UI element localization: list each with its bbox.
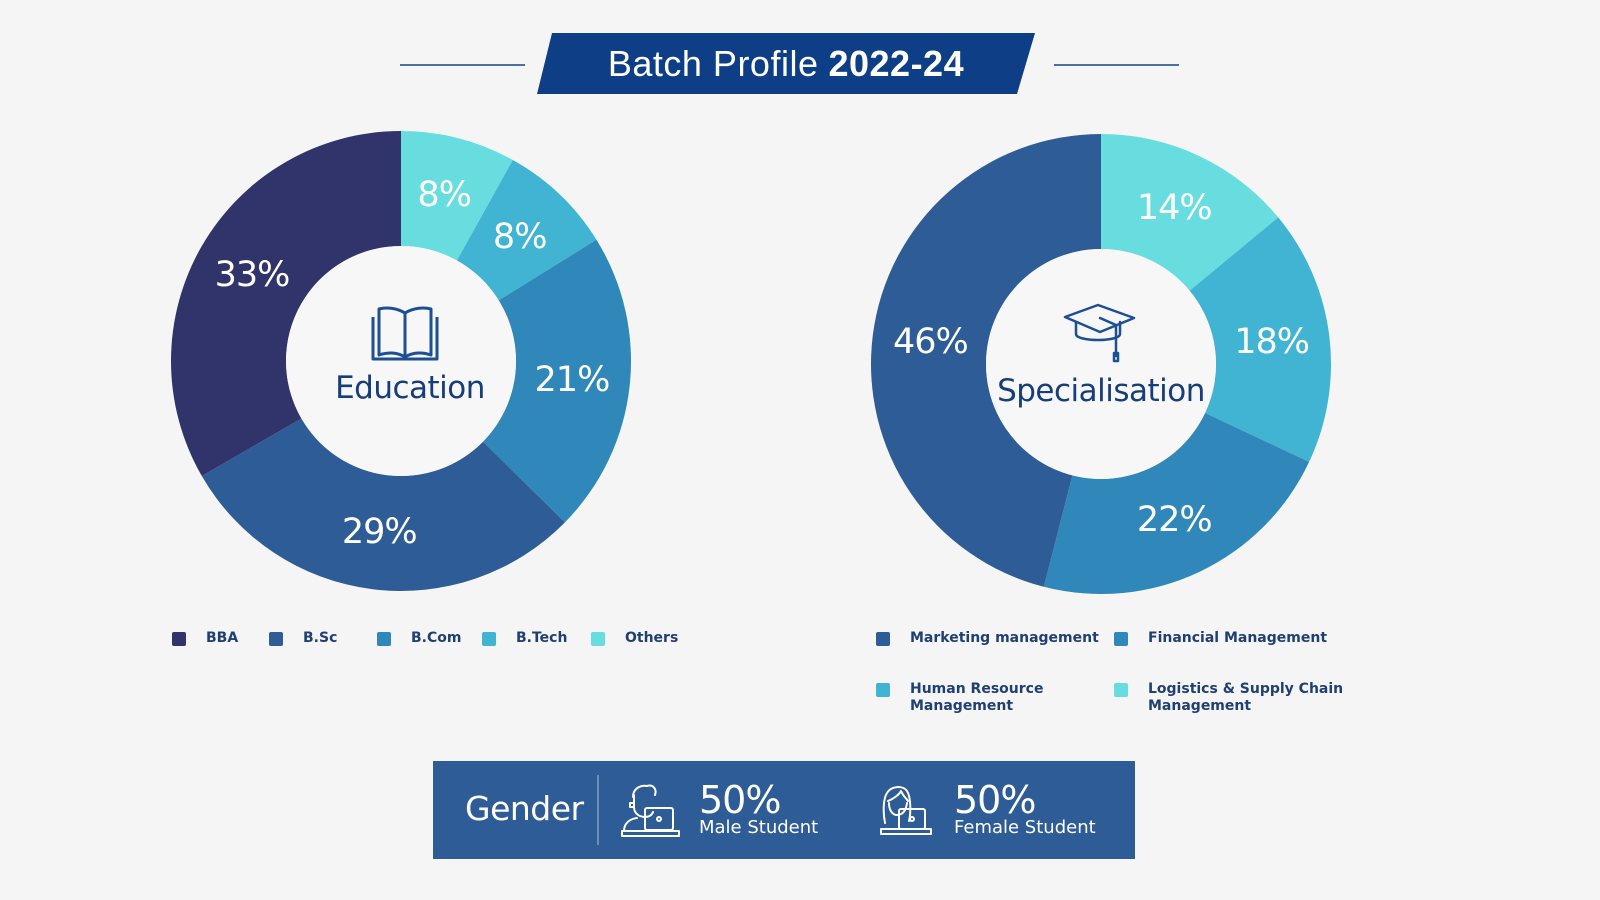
legend-swatch: [1114, 683, 1128, 697]
legend-label-line2: Management: [1148, 698, 1252, 714]
legend-label: Logistics & Supply Chain Management: [1148, 681, 1343, 715]
education-donut-chart: [171, 131, 631, 591]
donut-hole: [986, 249, 1216, 479]
segment-value-label: 18%: [1234, 322, 1310, 363]
segment-value-label: 8%: [492, 216, 548, 257]
gender-divider: [597, 775, 599, 845]
gender-title: Gender: [465, 789, 584, 828]
title-rule-right: [1054, 64, 1179, 66]
gender-panel: Gender 50% Male Student 50% Female Stude…: [433, 761, 1135, 859]
female-student-laptop-icon: [879, 783, 935, 839]
legend-item-bcom: B.Com: [377, 630, 461, 647]
legend-item-others: Others: [591, 630, 678, 647]
male-label: Male Student: [699, 817, 819, 838]
segment-value-label: 14%: [1136, 188, 1213, 229]
female-label: Female Student: [954, 817, 1096, 838]
donut-segment: [1189, 217, 1331, 462]
title-bold: 2022-24: [828, 42, 965, 84]
legend-label: Marketing management: [910, 630, 1099, 646]
graduation-cap-icon: [1062, 300, 1138, 364]
donut-segment: [171, 131, 401, 476]
male-percentage: 50%: [699, 778, 781, 822]
legend-item-hr: Human Resource Management: [876, 681, 1043, 715]
segment-value-label: 33%: [214, 255, 291, 295]
legend-label: Financial Management: [1148, 630, 1328, 646]
title-banner: Batch Profile 2022-24: [537, 33, 1035, 94]
legend-label: Human Resource Management: [910, 681, 1043, 715]
legend-label: B.Sc: [303, 630, 338, 646]
title-regular: Batch Profile: [607, 42, 819, 84]
donut-segment: [201, 418, 565, 591]
legend-label: B.Tech: [516, 630, 568, 646]
legend-label: B.Com: [411, 630, 462, 646]
legend-label-line2: Management: [910, 698, 1014, 714]
segment-value-label: 22%: [1136, 499, 1213, 540]
specialisation-donut-chart: [871, 134, 1331, 594]
donut-hole: [286, 246, 516, 476]
legend-swatch: [1114, 632, 1128, 646]
legend-item-btech: B.Tech: [482, 630, 567, 647]
legend-swatch: [876, 683, 890, 697]
segment-value-label: 46%: [892, 322, 969, 363]
legend-label-line1: Logistics & Supply Chain: [1148, 681, 1344, 697]
donut-segment: [456, 160, 597, 301]
legend-swatch: [172, 632, 186, 646]
legend-item-bba: BBA: [172, 630, 238, 647]
legend-item-marketing: Marketing management: [876, 630, 1099, 647]
male-student-laptop-icon: [621, 783, 683, 839]
legend-swatch: [377, 632, 391, 646]
legend-label: Others: [625, 630, 679, 646]
legend-item-financial: Financial Management: [1114, 630, 1327, 647]
legend-label-line1: Human Resource: [910, 681, 1044, 697]
donut-segment: [482, 239, 631, 523]
legend-label: BBA: [206, 630, 239, 646]
legend-swatch: [591, 632, 605, 646]
title-rule-left: [400, 64, 525, 66]
specialisation-center-label: Specialisation: [997, 373, 1205, 409]
donut-segment: [871, 134, 1101, 587]
donut-segment: [1101, 134, 1279, 291]
legend-item-logistics: Logistics & Supply Chain Management: [1114, 681, 1343, 715]
donut-segment: [401, 131, 513, 261]
segment-value-label: 29%: [341, 511, 418, 552]
legend-swatch: [482, 632, 496, 646]
legend-item-bsc: B.Sc: [269, 630, 337, 647]
segment-value-label: 8%: [417, 174, 472, 215]
donut-segment: [1043, 412, 1310, 594]
segment-value-label: 21%: [534, 360, 611, 401]
page-title: Batch Profile 2022-24: [537, 33, 1035, 94]
education-center-label: Education: [335, 370, 485, 406]
female-percentage: 50%: [954, 778, 1036, 822]
open-book-icon: [369, 305, 441, 363]
legend-swatch: [876, 632, 890, 646]
banner-shape: [537, 33, 1035, 94]
legend-swatch: [269, 632, 283, 646]
